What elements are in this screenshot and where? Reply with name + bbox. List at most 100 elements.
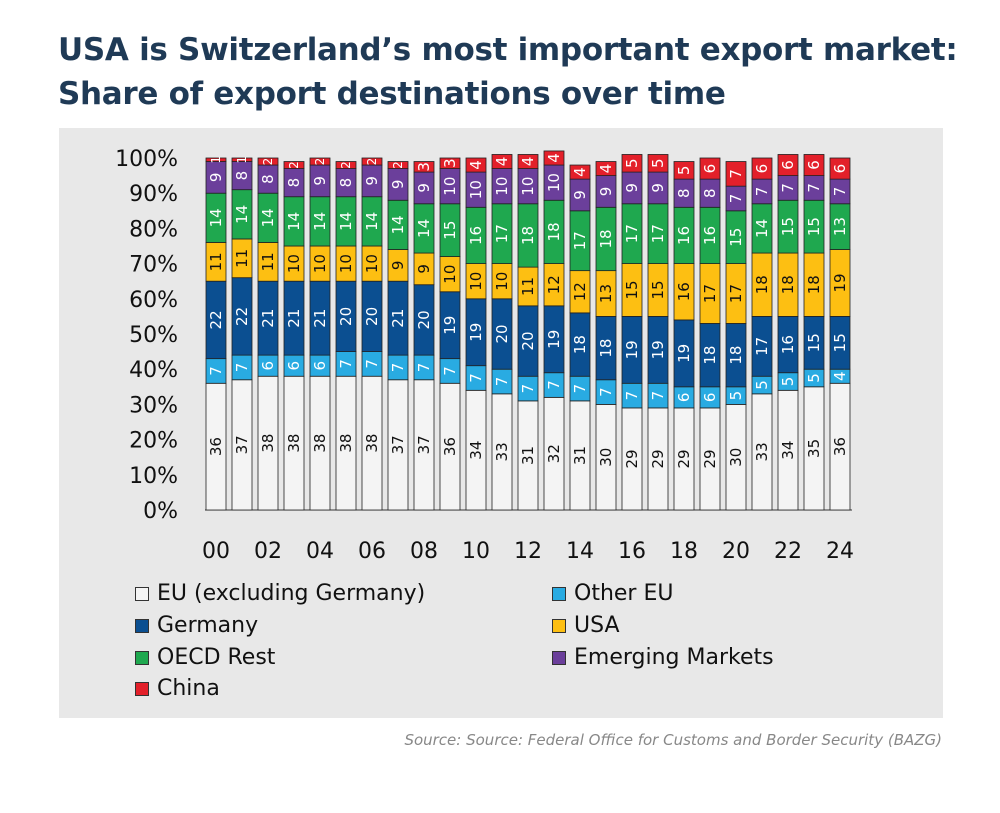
data-label: 4 — [519, 157, 537, 167]
data-label: 11 — [233, 249, 251, 268]
data-label: 7 — [805, 183, 823, 193]
x-tick-label: 16 — [618, 539, 646, 564]
source-note: Source: Source: Federal Office for Custo… — [404, 731, 942, 749]
data-label: 3 — [441, 159, 459, 169]
data-label: 2 — [339, 161, 353, 169]
data-label: 17 — [571, 231, 589, 250]
legend-item: Germany — [135, 613, 258, 638]
title-line-1: USA is Switzerland’s most important expo… — [58, 32, 958, 68]
data-label: 38 — [259, 434, 277, 453]
data-label: 5 — [753, 380, 771, 390]
data-label: 33 — [493, 442, 511, 461]
bar-segment — [803, 154, 825, 176]
data-label: 6 — [675, 393, 693, 403]
data-label: 15 — [441, 221, 459, 240]
data-label: 17 — [753, 337, 771, 356]
data-label: 6 — [831, 164, 849, 174]
data-label: 13 — [831, 217, 849, 236]
data-label: 6 — [285, 361, 303, 371]
data-label: 14 — [363, 212, 381, 231]
x-tick-label: 06 — [358, 539, 386, 564]
data-label: 10 — [545, 173, 563, 192]
data-label: 5 — [649, 159, 667, 169]
legend-swatch — [135, 650, 149, 665]
bar-segment — [257, 157, 279, 166]
data-label: 3 — [415, 162, 433, 172]
data-label: 10 — [441, 177, 459, 196]
data-label: 4 — [467, 160, 485, 170]
data-label: 37 — [415, 435, 433, 454]
data-label: 17 — [727, 284, 745, 303]
x-tick-label: 08 — [410, 539, 438, 564]
data-label: 4 — [571, 167, 589, 177]
data-label: 16 — [701, 226, 719, 245]
data-label: 34 — [779, 441, 797, 460]
bar-segment — [777, 154, 799, 176]
data-label: 9 — [311, 176, 329, 186]
data-label: 9 — [415, 183, 433, 193]
data-label: 15 — [623, 280, 641, 299]
data-label: 17 — [701, 284, 719, 303]
data-label: 20 — [519, 331, 537, 350]
data-label: 37 — [233, 435, 251, 454]
data-label: 35 — [805, 439, 823, 458]
data-label: 7 — [493, 377, 511, 387]
legend-swatch — [135, 586, 149, 601]
data-label: 9 — [597, 187, 615, 197]
data-label: 18 — [597, 339, 615, 358]
data-label: 10 — [493, 177, 511, 196]
data-label: 7 — [207, 366, 225, 376]
data-label: 10 — [337, 254, 355, 273]
data-label: 29 — [675, 449, 693, 468]
data-label: 9 — [389, 261, 407, 271]
data-label: 7 — [727, 169, 745, 179]
bar-segment — [413, 161, 435, 173]
bar-segment — [621, 154, 643, 173]
data-label: 13 — [597, 284, 615, 303]
data-label: 14 — [259, 208, 277, 227]
data-label: 6 — [701, 393, 719, 403]
bar-segment — [465, 157, 487, 173]
data-label: 18 — [779, 275, 797, 294]
data-label: 10 — [519, 177, 537, 196]
data-label: 4 — [493, 157, 511, 167]
data-label: 16 — [779, 335, 797, 354]
data-label: 38 — [337, 434, 355, 453]
data-label: 19 — [623, 340, 641, 359]
bar-segment — [231, 157, 253, 162]
data-label: 7 — [467, 373, 485, 383]
y-tick-label: 50% — [129, 323, 178, 348]
legend-label: OECD Rest — [157, 645, 276, 670]
x-tick-label: 00 — [202, 539, 230, 564]
legend-item: Emerging Markets — [552, 645, 774, 670]
bar-segment — [751, 157, 773, 180]
data-label: 14 — [337, 212, 355, 231]
data-label: 6 — [779, 160, 797, 170]
data-label: 9 — [207, 173, 225, 183]
legend-item: Other EU — [552, 581, 673, 606]
data-label: 10 — [493, 272, 511, 291]
data-label: 19 — [467, 323, 485, 342]
bar-segment — [491, 154, 513, 169]
data-label: 19 — [649, 340, 667, 359]
x-tick-label: 20 — [722, 539, 750, 564]
bar-segment — [569, 164, 591, 180]
data-label: 5 — [727, 391, 745, 401]
data-label: 20 — [363, 307, 381, 326]
legend-label: USA — [574, 613, 620, 638]
data-label: 38 — [285, 434, 303, 453]
data-label: 15 — [727, 228, 745, 247]
data-label: 10 — [311, 254, 329, 273]
data-label: 14 — [389, 215, 407, 234]
bar-segment — [595, 161, 617, 177]
x-tick-label: 24 — [826, 539, 854, 564]
data-label: 18 — [571, 335, 589, 354]
data-label: 10 — [467, 272, 485, 291]
data-label: 18 — [519, 226, 537, 245]
data-label: 12 — [545, 275, 563, 294]
data-label: 21 — [285, 309, 303, 328]
x-tick-label: 18 — [670, 539, 698, 564]
data-label: 16 — [467, 226, 485, 245]
data-label: 9 — [389, 180, 407, 190]
legend-label: China — [157, 676, 220, 701]
